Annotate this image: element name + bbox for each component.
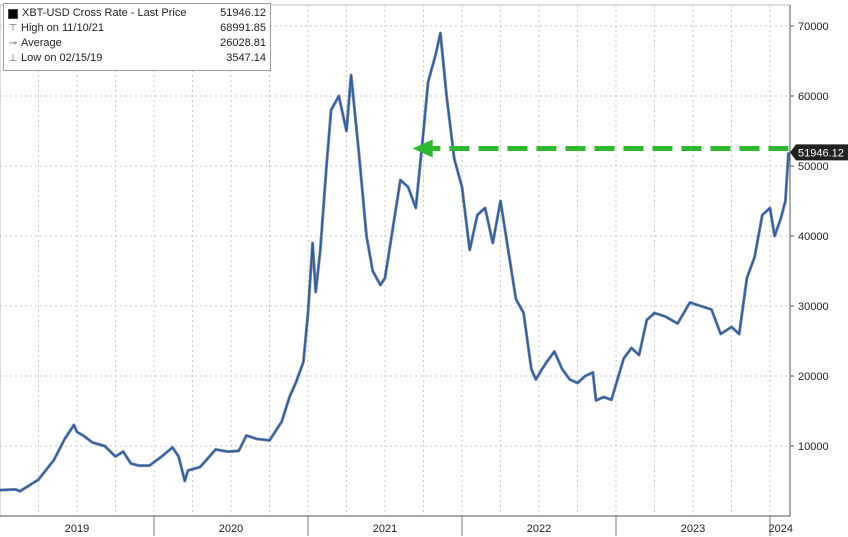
legend-box: XBT-USD Cross Rate - Last Price 51946.12… [3,3,271,71]
y-tick-label: 60000 [798,91,829,103]
legend-last-price: 51946.12 [220,7,266,19]
legend-value: 3547.14 [226,52,266,64]
y-tick-label: 70000 [798,21,829,33]
legend-title: XBT-USD Cross Rate - Last Price [22,7,187,19]
legend-row-low: ⊥ Low on 02/15/19 3547.14 [8,51,266,66]
low-marker-icon: ⊥ [8,53,18,64]
arrow-head-icon [412,139,433,158]
grid-lines [0,4,791,517]
x-tick-label: 2020 [219,523,243,535]
y-tick-label: 30000 [798,301,829,313]
y-tick-label: 10000 [798,441,829,453]
legend-label: High on 11/10/21 [21,22,104,34]
y-tick-label: 40000 [798,231,829,243]
legend-value: 68991.85 [220,22,266,34]
last-price-arrow [412,139,789,158]
legend-label: Average [21,37,62,49]
y-tick-label: 50000 [798,161,829,173]
legend-row-high: ⊤ High on 11/10/21 68991.85 [8,21,266,36]
average-marker-icon: ⊸ [8,38,18,49]
legend-label: Low on 02/15/19 [21,52,103,64]
legend-title-row: XBT-USD Cross Rate - Last Price 51946.12 [8,6,266,21]
last-price-tag: 51946.12 [790,144,848,161]
series-shadow [0,31,790,493]
x-tick-label: 2023 [681,523,705,535]
last-price-tag-text: 51946.12 [798,147,844,159]
series-swatch-icon [8,8,18,19]
x-tick-label: 2019 [65,523,89,535]
x-tick-label: 2022 [527,523,551,535]
y-tick-label: 20000 [798,371,829,383]
series-line [0,32,790,492]
legend-value: 26028.81 [220,37,266,49]
x-tick-label: 2021 [373,523,397,535]
last-price-tag-box [790,144,848,161]
legend-row-average: ⊸ Average 26028.81 [8,36,266,51]
axes: 10000 20000 30000 40000 50000 60000 70000 2019 2… [0,5,829,536]
price-series [0,31,790,493]
plot-frame [0,4,791,517]
x-tick-label: 2024 [769,523,793,535]
high-marker-icon: ⊤ [8,23,18,34]
